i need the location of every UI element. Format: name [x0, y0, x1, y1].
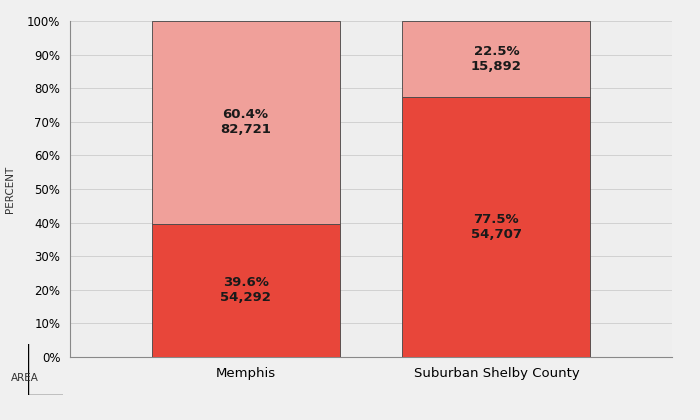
- Bar: [151, 224, 340, 357]
- Text: 22.5%
15,892: 22.5% 15,892: [471, 45, 522, 73]
- Text: PERCENT: PERCENT: [6, 165, 15, 213]
- Text: AREA: AREA: [10, 373, 38, 383]
- Bar: [402, 97, 591, 357]
- Text: 60.4%
82,721: 60.4% 82,721: [220, 108, 271, 136]
- Bar: [402, 21, 591, 97]
- Bar: [151, 21, 340, 224]
- Text: 39.6%
54,292: 39.6% 54,292: [220, 276, 271, 304]
- Text: 77.5%
54,707: 77.5% 54,707: [471, 213, 522, 241]
